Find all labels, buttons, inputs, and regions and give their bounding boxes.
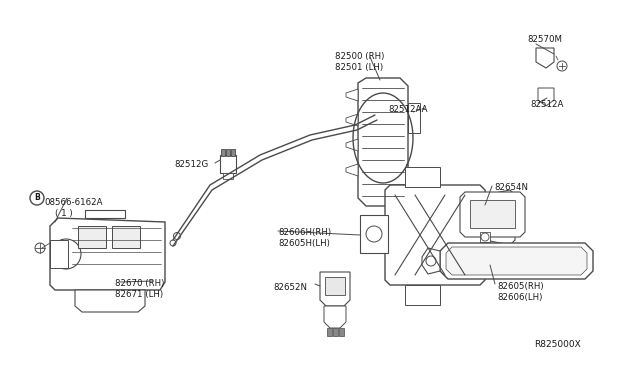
Bar xyxy=(221,149,225,156)
Polygon shape xyxy=(75,290,145,312)
Polygon shape xyxy=(324,306,346,328)
Polygon shape xyxy=(422,248,440,274)
Circle shape xyxy=(173,232,180,240)
Polygon shape xyxy=(346,164,358,176)
Polygon shape xyxy=(385,185,485,285)
Circle shape xyxy=(35,243,45,253)
Text: 82501 (LH): 82501 (LH) xyxy=(335,63,383,72)
Polygon shape xyxy=(358,78,408,206)
Polygon shape xyxy=(485,190,515,245)
Circle shape xyxy=(481,233,489,241)
Text: 82654N: 82654N xyxy=(494,183,528,192)
Circle shape xyxy=(366,226,382,242)
Text: 82570M: 82570M xyxy=(527,35,562,44)
Polygon shape xyxy=(346,139,358,151)
Circle shape xyxy=(426,256,436,266)
Bar xyxy=(327,328,332,336)
Text: 82605(RH): 82605(RH) xyxy=(497,282,543,291)
Text: 82512A: 82512A xyxy=(530,100,563,109)
Bar xyxy=(231,149,235,156)
Bar xyxy=(78,226,106,248)
Bar xyxy=(220,155,236,173)
Polygon shape xyxy=(460,192,525,237)
Text: 82512AA: 82512AA xyxy=(388,105,428,114)
Bar xyxy=(325,277,345,295)
Circle shape xyxy=(557,61,567,71)
Bar xyxy=(405,167,440,187)
Bar xyxy=(470,200,515,228)
Text: 82512G: 82512G xyxy=(174,160,208,169)
Polygon shape xyxy=(536,48,554,68)
Polygon shape xyxy=(440,243,593,279)
Bar xyxy=(408,103,420,133)
Bar xyxy=(50,240,68,268)
Bar xyxy=(223,173,233,179)
Text: 82652N: 82652N xyxy=(273,283,307,292)
Bar xyxy=(339,328,344,336)
Circle shape xyxy=(30,191,44,205)
Circle shape xyxy=(51,239,81,269)
Bar xyxy=(333,328,338,336)
Text: 82670 (RH): 82670 (RH) xyxy=(115,279,164,288)
Polygon shape xyxy=(320,272,350,306)
Bar xyxy=(405,285,440,305)
Polygon shape xyxy=(50,218,165,290)
Polygon shape xyxy=(346,114,358,126)
Circle shape xyxy=(372,115,378,121)
Polygon shape xyxy=(346,89,358,101)
Circle shape xyxy=(170,240,176,246)
Polygon shape xyxy=(446,247,587,275)
Bar xyxy=(480,232,490,242)
Text: R825000X: R825000X xyxy=(534,340,580,349)
Bar xyxy=(226,149,230,156)
Text: 08566-6162A: 08566-6162A xyxy=(44,198,102,207)
Text: 82606(LH): 82606(LH) xyxy=(497,293,542,302)
Text: 82605H(LH): 82605H(LH) xyxy=(278,239,330,248)
Text: 82671 (LH): 82671 (LH) xyxy=(115,290,163,299)
Bar xyxy=(490,200,510,235)
Text: B: B xyxy=(34,193,40,202)
Text: ( 1 ): ( 1 ) xyxy=(55,209,72,218)
Text: 82500 (RH): 82500 (RH) xyxy=(335,52,385,61)
Bar xyxy=(360,215,388,253)
Polygon shape xyxy=(85,210,125,218)
Bar xyxy=(112,226,140,248)
Polygon shape xyxy=(538,88,554,106)
Text: 82606H(RH): 82606H(RH) xyxy=(278,228,331,237)
